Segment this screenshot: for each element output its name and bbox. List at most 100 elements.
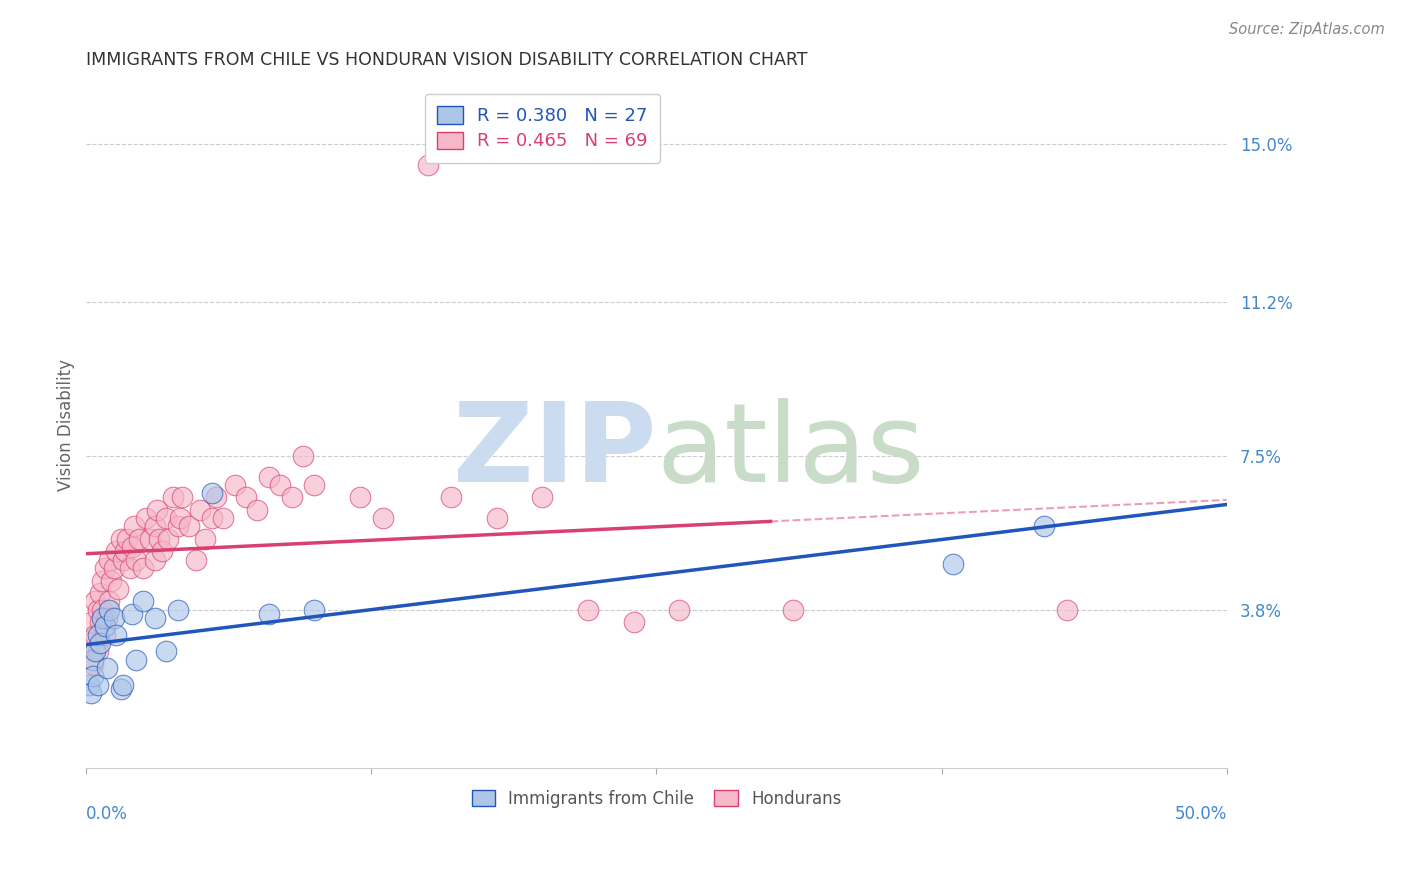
Point bbox=[201, 486, 224, 500]
Point bbox=[125, 652, 148, 666]
Point bbox=[89, 586, 111, 600]
Point bbox=[246, 503, 269, 517]
Point bbox=[96, 661, 118, 675]
Point bbox=[135, 511, 157, 525]
Point bbox=[155, 511, 177, 525]
Y-axis label: Vision Disability: Vision Disability bbox=[58, 359, 75, 491]
Point bbox=[77, 636, 100, 650]
Point bbox=[91, 602, 114, 616]
Point bbox=[114, 544, 136, 558]
Point bbox=[139, 532, 162, 546]
Point bbox=[304, 602, 326, 616]
Point bbox=[280, 491, 302, 505]
Point bbox=[177, 519, 200, 533]
Point bbox=[117, 532, 139, 546]
Point bbox=[146, 503, 169, 517]
Point bbox=[107, 582, 129, 596]
Point bbox=[84, 594, 107, 608]
Point bbox=[224, 478, 246, 492]
Point bbox=[80, 686, 103, 700]
Point bbox=[440, 491, 463, 505]
Text: atlas: atlas bbox=[657, 399, 925, 506]
Point bbox=[82, 652, 104, 666]
Point bbox=[100, 574, 122, 588]
Point bbox=[166, 602, 188, 616]
Point bbox=[212, 511, 235, 525]
Text: 50.0%: 50.0% bbox=[1174, 805, 1226, 823]
Point bbox=[121, 607, 143, 621]
Point bbox=[121, 540, 143, 554]
Point bbox=[201, 511, 224, 525]
Point bbox=[304, 478, 326, 492]
Text: 0.0%: 0.0% bbox=[86, 805, 128, 823]
Point bbox=[86, 627, 108, 641]
Point bbox=[86, 602, 108, 616]
Text: IMMIGRANTS FROM CHILE VS HONDURAN VISION DISABILITY CORRELATION CHART: IMMIGRANTS FROM CHILE VS HONDURAN VISION… bbox=[86, 51, 808, 69]
Point bbox=[166, 519, 188, 533]
Point bbox=[257, 469, 280, 483]
Point bbox=[485, 511, 508, 525]
Point bbox=[148, 532, 170, 546]
Point bbox=[172, 491, 194, 505]
Legend: Immigrants from Chile, Hondurans: Immigrants from Chile, Hondurans bbox=[461, 780, 851, 818]
Point bbox=[184, 552, 207, 566]
Text: ZIP: ZIP bbox=[453, 399, 657, 506]
Point bbox=[82, 657, 104, 671]
Point bbox=[169, 511, 191, 525]
Point bbox=[235, 491, 257, 505]
Point bbox=[143, 611, 166, 625]
Point bbox=[98, 602, 121, 616]
Point bbox=[942, 557, 965, 571]
Point bbox=[104, 544, 127, 558]
Point bbox=[257, 607, 280, 621]
Point bbox=[371, 511, 394, 525]
Point bbox=[118, 561, 141, 575]
Point bbox=[205, 491, 228, 505]
Point bbox=[93, 561, 115, 575]
Point bbox=[103, 611, 125, 625]
Point bbox=[576, 602, 599, 616]
Point bbox=[93, 627, 115, 641]
Point bbox=[194, 532, 217, 546]
Point bbox=[162, 491, 184, 505]
Point bbox=[86, 677, 108, 691]
Point bbox=[1033, 519, 1056, 533]
Point bbox=[91, 611, 114, 625]
Point bbox=[110, 532, 132, 546]
Point bbox=[125, 552, 148, 566]
Point bbox=[418, 157, 440, 171]
Point bbox=[291, 449, 314, 463]
Point bbox=[98, 594, 121, 608]
Point bbox=[110, 681, 132, 696]
Point bbox=[150, 544, 173, 558]
Point bbox=[531, 491, 554, 505]
Point bbox=[89, 615, 111, 629]
Point bbox=[128, 532, 150, 546]
Point bbox=[269, 478, 291, 492]
Point bbox=[782, 602, 804, 616]
Point bbox=[157, 532, 180, 546]
Point bbox=[122, 519, 145, 533]
Point bbox=[143, 519, 166, 533]
Point bbox=[143, 552, 166, 566]
Point bbox=[104, 627, 127, 641]
Point bbox=[155, 644, 177, 658]
Point bbox=[111, 552, 134, 566]
Point bbox=[77, 677, 100, 691]
Point bbox=[84, 627, 107, 641]
Point bbox=[84, 644, 107, 658]
Point bbox=[111, 677, 134, 691]
Point bbox=[98, 552, 121, 566]
Point bbox=[132, 594, 155, 608]
Point bbox=[96, 611, 118, 625]
Point bbox=[349, 491, 371, 505]
Point bbox=[188, 503, 211, 517]
Point bbox=[668, 602, 690, 616]
Point bbox=[82, 669, 104, 683]
Point bbox=[93, 619, 115, 633]
Point bbox=[91, 574, 114, 588]
Point bbox=[623, 615, 645, 629]
Point bbox=[132, 561, 155, 575]
Point bbox=[103, 561, 125, 575]
Text: Source: ZipAtlas.com: Source: ZipAtlas.com bbox=[1229, 22, 1385, 37]
